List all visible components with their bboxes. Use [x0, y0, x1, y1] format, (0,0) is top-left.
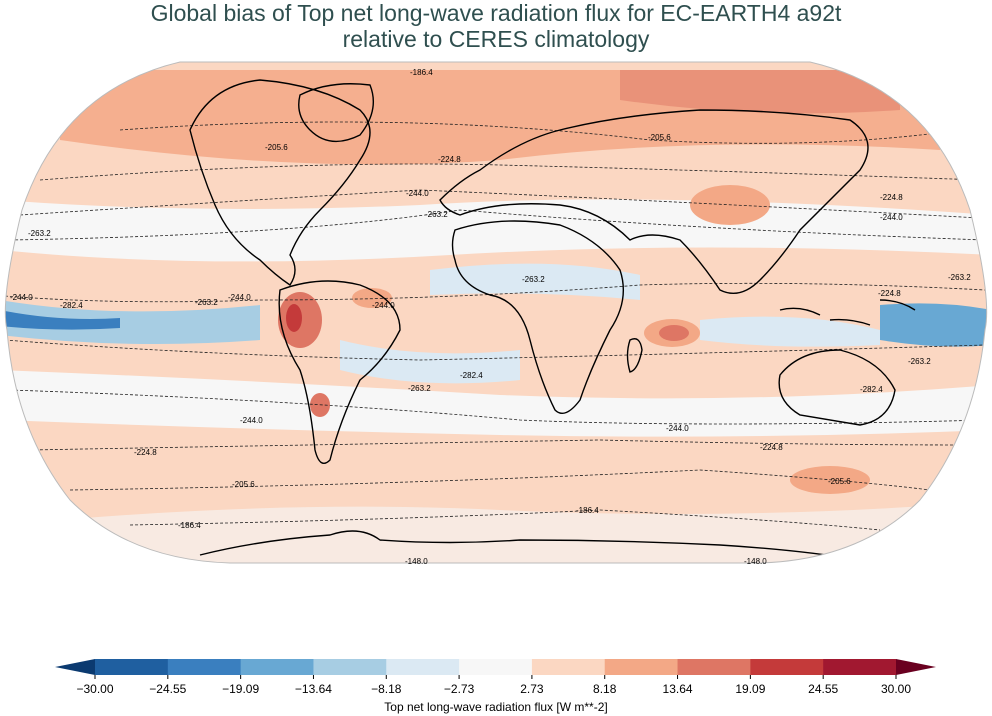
- colorbar-tick-label: 30.00: [881, 682, 911, 696]
- colorbar-segment: [95, 659, 169, 675]
- contour-label: -224.8: [134, 448, 157, 457]
- antarctic-band: [60, 505, 940, 563]
- colorbar-tick-label: −13.64: [295, 682, 332, 696]
- contour-label: -186.4: [178, 521, 201, 530]
- contour-label: -263.2: [425, 210, 448, 219]
- contour-label: -244.0: [228, 293, 251, 302]
- contour-label: -282.4: [460, 371, 483, 380]
- colorbar-tick-label: 19.09: [735, 682, 765, 696]
- contour-label: -244.0: [880, 213, 903, 222]
- contour-label: -263.2: [908, 357, 931, 366]
- coastlines: [189, 79, 916, 561]
- colorbar-segment: [240, 659, 314, 675]
- brazil-warm-bias: [352, 288, 392, 308]
- colorbar-segment: [459, 659, 533, 675]
- colorbar-segment: [167, 659, 242, 675]
- colorbar-extend-high: [896, 659, 936, 675]
- siberia-bias: [620, 70, 900, 114]
- contour-label: -244.0: [406, 189, 429, 198]
- contour-label: -224.8: [878, 289, 901, 298]
- west-pacific-cool-bias: [880, 303, 987, 347]
- contour-label: -148.0: [405, 557, 428, 566]
- contour-label: -205.6: [648, 133, 671, 142]
- colorbar-segment: [604, 659, 679, 675]
- contour-label: -263.2: [408, 384, 431, 393]
- chart-title-line-2: relative to CERES climatology: [342, 26, 650, 52]
- globe-outline: [4, 61, 988, 564]
- contour-label: -263.2: [522, 275, 545, 284]
- contour-label: -263.2: [948, 273, 971, 282]
- colorbar-segment: [386, 659, 460, 675]
- contour-lines: [5, 121, 986, 531]
- colorbar-tick-label: −30.00: [76, 682, 113, 696]
- contour-label: -148.0: [744, 557, 767, 566]
- contour-label: -244.0: [10, 293, 33, 302]
- colorbar-tick-label: −2.73: [444, 682, 475, 696]
- colorbar-segment: [531, 659, 606, 675]
- colorbar-segments: [95, 659, 897, 675]
- map-field: [5, 62, 987, 563]
- andes-strong-warm: [286, 304, 302, 332]
- colorbar-segment: [750, 659, 824, 675]
- chart-title-line-1: Global bias of Top net long-wave radiati…: [150, 0, 842, 26]
- contour-label: -186.4: [410, 68, 433, 77]
- east-pacific-strong-cool: [5, 310, 120, 330]
- colorbar-label: Top net long-wave radiation flux [W m**-…: [384, 700, 608, 714]
- contour-label: -244.0: [666, 424, 689, 433]
- colorbar-tick-label: 8.18: [593, 682, 617, 696]
- colorbar-tick-label: −8.18: [371, 682, 402, 696]
- contour-label: -224.8: [880, 193, 903, 202]
- contour-label: -224.8: [438, 155, 461, 164]
- sahel-cool-bias: [430, 263, 640, 300]
- indian-ocean-cool-bias: [700, 316, 880, 347]
- contour-label: -205.6: [828, 477, 851, 486]
- contour-label: -263.2: [195, 298, 218, 307]
- east-pacific-cool-bias: [5, 300, 260, 344]
- contour-label: -244.0: [372, 301, 395, 310]
- contour-label: -263.2: [28, 229, 51, 238]
- contour-label: -282.4: [860, 385, 883, 394]
- colorbar-extend-low: [55, 659, 95, 675]
- colorbar-tick-label: 2.73: [520, 682, 544, 696]
- contour-label: -224.8: [760, 443, 783, 452]
- contour-label: -186.4: [576, 506, 599, 515]
- south-subtropic-band: [5, 370, 987, 437]
- madagascar-strong-warm: [659, 325, 689, 341]
- colorbar-segment: [677, 659, 751, 675]
- contour-label: -282.4: [60, 301, 83, 310]
- colorbar-tick-label: 24.55: [808, 682, 838, 696]
- atlantic-cool-bias: [340, 340, 520, 384]
- colorbar-tick-label: 13.64: [663, 682, 693, 696]
- colorbar-ticks: −30.00 −24.55 −19.09 −13.64 −8.18 −2.73 2.73 8.…: [76, 675, 911, 696]
- colorbar-segment: [823, 659, 897, 675]
- colorbar-tick-label: −19.09: [222, 682, 259, 696]
- contour-label: -205.6: [265, 143, 288, 152]
- contour-label: -244.0: [240, 416, 263, 425]
- contour-label: -205.6: [232, 480, 255, 489]
- colorbar-segment: [313, 659, 387, 675]
- colorbar-tick-label: −24.55: [149, 682, 186, 696]
